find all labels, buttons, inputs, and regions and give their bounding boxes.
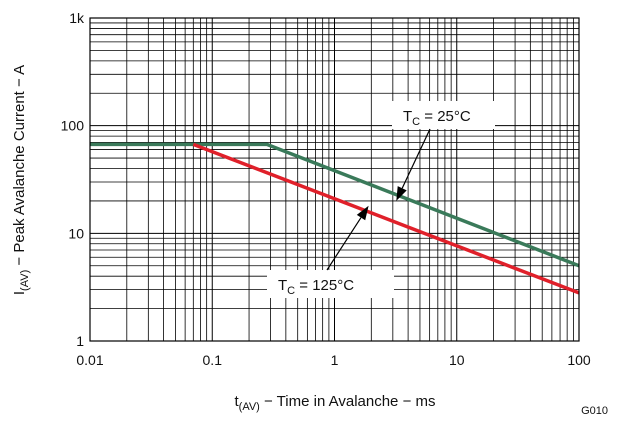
annotation-125c-sub: C — [287, 285, 295, 297]
annotation-25c-suffix: = 25°C — [420, 108, 471, 125]
x-tick-label: 0.1 — [203, 352, 223, 368]
x-tick-label: 100 — [567, 352, 591, 368]
x-axis-label-sub: (AV) — [239, 401, 260, 413]
annotation-25c-sub: C — [412, 116, 420, 128]
y-tick-label: 100 — [61, 118, 85, 134]
x-tick-label: 1 — [331, 352, 339, 368]
y-axis-label-sub: (AV) — [19, 270, 31, 291]
x-tick-label: 0.01 — [76, 352, 103, 368]
figure-code: G010 — [581, 405, 608, 417]
y-axis-label-suffix: − Peak Avalanche Current − A — [11, 65, 28, 270]
y-tick-label: 10 — [68, 225, 84, 241]
x-axis-label: t(AV) − Time in Avalanche − ms — [234, 393, 435, 413]
y-axis-label: I(AV) − Peak Avalanche Current − A — [11, 65, 31, 295]
annotation-125c-prefix: T — [278, 277, 287, 294]
x-tick-label: 10 — [449, 352, 465, 368]
arrow-25c — [402, 129, 430, 188]
y-tick-label: 1k — [69, 10, 85, 26]
annotation-125c-suffix: = 125°C — [295, 277, 354, 294]
annotation-25c-prefix: T — [403, 108, 412, 125]
y-tick-label: 1 — [76, 333, 84, 349]
tick-labels: 0.01 0.1 1 10 100 1 10 100 1k — [61, 10, 591, 368]
x-axis-label-suffix: − Time in Avalanche − ms — [260, 393, 436, 410]
